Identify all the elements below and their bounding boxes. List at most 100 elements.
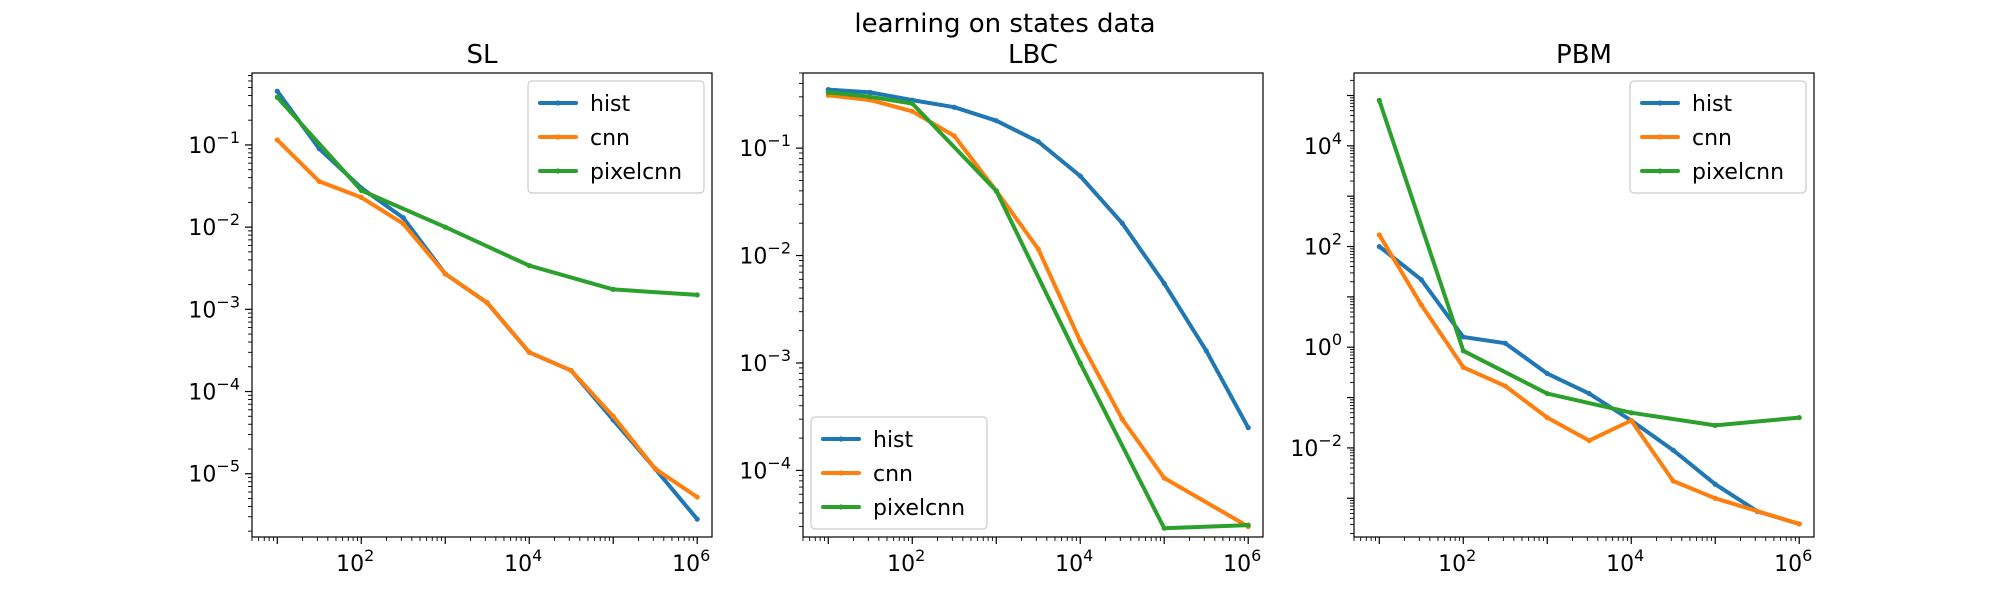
legend: hist cnn pixelcnn <box>527 80 705 194</box>
data-point-cnn <box>1460 364 1466 370</box>
data-point-hist <box>951 104 957 110</box>
data-point-hist <box>1161 280 1167 287</box>
data-point-cnn <box>694 494 700 500</box>
legend-marker-hist <box>838 436 844 442</box>
legend-marker-hist <box>1657 100 1663 106</box>
data-point-hist <box>1418 277 1424 283</box>
data-point-cnn <box>442 271 448 277</box>
data-point-cnn <box>1418 302 1424 308</box>
data-point-pixelcnn <box>358 187 364 193</box>
legend-marker-hist <box>555 100 561 106</box>
legend-label-pixelcnn: pixelcnn <box>1692 160 1784 185</box>
legend: hist cnn pixelcnn <box>810 416 988 530</box>
data-point-pixelcnn <box>694 292 700 298</box>
data-point-cnn <box>568 367 574 374</box>
data-point-hist <box>1502 340 1508 346</box>
legend-label-pixelcnn: pixelcnn <box>590 160 682 185</box>
y-tick-label: 10−4 <box>188 375 240 406</box>
subplot-title: LBC <box>1008 40 1058 70</box>
data-point-cnn <box>1376 232 1382 238</box>
series-line-pixelcnn <box>1377 98 1802 428</box>
legend-marker-cnn <box>555 134 561 140</box>
data-point-pixelcnn <box>274 94 280 100</box>
data-point-cnn <box>526 349 532 355</box>
data-point-cnn <box>1586 437 1592 444</box>
data-point-pixelcnn <box>909 100 915 107</box>
subplot-title: PBM <box>1556 40 1612 70</box>
data-point-cnn <box>1077 338 1083 344</box>
data-point-cnn <box>652 466 658 472</box>
data-point-hist <box>1119 220 1125 226</box>
data-point-hist <box>1544 370 1550 377</box>
data-point-cnn <box>1712 495 1718 501</box>
series-line-cnn <box>1377 232 1802 526</box>
plot-frame <box>251 72 713 538</box>
data-point-cnn <box>1502 383 1508 389</box>
data-point-cnn <box>951 133 957 139</box>
subplot-title: SL <box>467 40 499 70</box>
data-point-pixelcnn <box>825 89 831 95</box>
plot-frame <box>1353 72 1815 538</box>
legend-marker-cnn <box>838 470 844 476</box>
data-point-hist <box>1035 138 1041 145</box>
data-point-pixelcnn <box>1628 410 1634 416</box>
data-point-cnn <box>1628 417 1634 424</box>
series-group <box>274 88 700 522</box>
data-point-cnn <box>610 413 616 419</box>
legend: hist cnn pixelcnn <box>1629 80 1807 194</box>
data-point-pixelcnn <box>526 263 532 269</box>
data-point-cnn <box>1119 416 1125 422</box>
y-tick-label: 102 <box>1304 230 1342 261</box>
data-point-pixelcnn <box>1077 360 1083 366</box>
legend-label-pixelcnn: pixelcnn <box>873 496 965 521</box>
subplot-lbc: LBC 102 104 106 10−4 10−3 10−2 10−1 hist cnn pixel… <box>739 40 1264 577</box>
legend-label-hist: hist <box>1692 92 1733 117</box>
x-tick-label: 104 <box>1606 546 1644 577</box>
data-point-cnn <box>400 221 406 227</box>
data-point-cnn <box>358 194 364 200</box>
series-group <box>825 87 1251 531</box>
data-point-cnn <box>274 137 280 143</box>
data-point-hist <box>1245 425 1251 431</box>
series-group <box>1376 97 1802 527</box>
legend-label-hist: hist <box>873 428 914 453</box>
y-tick-label: 10−2 <box>739 239 791 270</box>
data-point-hist <box>274 88 280 94</box>
legend-box <box>527 80 705 194</box>
y-tick-label: 10−2 <box>1290 431 1342 462</box>
x-tick-label: 106 <box>672 546 710 577</box>
data-point-hist <box>1586 390 1592 397</box>
x-tick-label: 106 <box>1223 546 1261 577</box>
data-point-hist <box>1670 447 1676 453</box>
data-point-hist <box>1712 481 1718 487</box>
data-point-cnn <box>1670 478 1676 484</box>
x-tick-label: 102 <box>887 546 925 577</box>
data-point-hist <box>1203 348 1209 354</box>
y-tick-label: 10−3 <box>739 346 791 377</box>
data-point-pixelcnn <box>1712 422 1718 429</box>
figure-title: learning on states data <box>854 9 1155 39</box>
data-point-hist <box>993 118 999 124</box>
x-tick-label: 102 <box>1438 546 1476 577</box>
x-tick-label: 104 <box>504 546 542 577</box>
data-point-cnn <box>1035 246 1041 252</box>
data-point-hist <box>694 516 700 522</box>
y-tick-label: 10−3 <box>188 292 240 323</box>
subplot-pbm: PBM 102 104 106 10−2 100 102 104 hist cnn pixelcnn <box>1290 40 1815 577</box>
data-point-cnn <box>1544 415 1550 421</box>
y-tick-label: 10−2 <box>188 210 240 241</box>
legend-marker-pixelcnn <box>555 168 561 174</box>
series-line-cnn <box>826 93 1251 529</box>
y-tick-label: 100 <box>1304 330 1342 361</box>
data-point-cnn <box>909 108 915 114</box>
data-point-hist <box>400 215 406 221</box>
data-point-pixelcnn <box>1796 415 1802 421</box>
data-point-cnn <box>1161 475 1167 481</box>
data-point-cnn <box>484 300 490 306</box>
legend-box <box>1629 80 1807 194</box>
data-point-pixelcnn <box>993 188 999 194</box>
subplot-sl: SL 102 104 106 10−5 10−4 10−3 10−2 10−1 hist cnn pi… <box>188 40 713 577</box>
data-point-pixelcnn <box>1376 97 1382 103</box>
legend-label-cnn: cnn <box>873 462 913 487</box>
